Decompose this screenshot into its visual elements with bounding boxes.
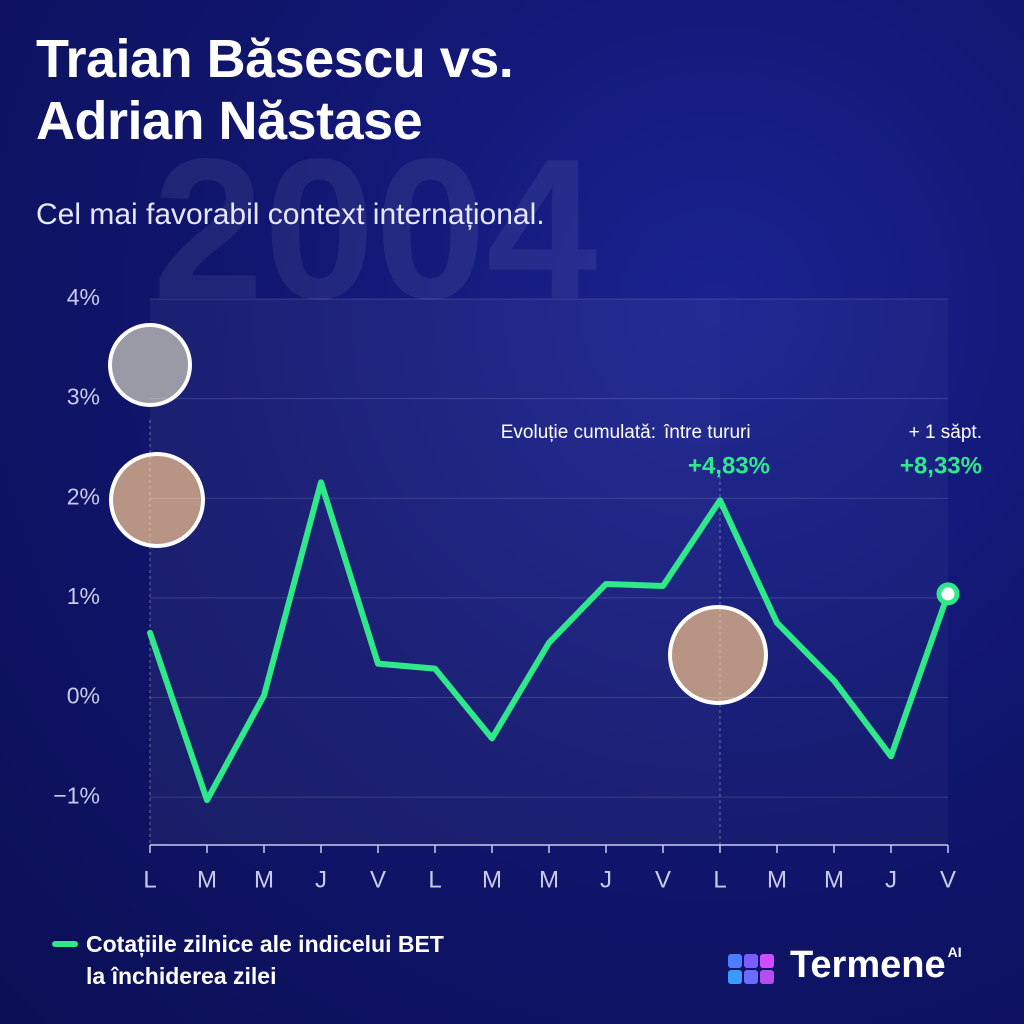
brand: Termene [790,944,946,986]
data-line [147,479,951,804]
x-tick-label: L [428,866,441,893]
y-tick-label: −1% [53,782,100,808]
portrait [668,605,768,705]
end-point [936,582,960,606]
y-tick-label: 4% [67,284,100,310]
x-tick-label: M [197,866,217,893]
annotation: între tururi [663,422,751,443]
brand-suffix: AI [947,944,962,960]
legend: Cotațiile zilnice ale indicelui BET la î… [52,928,466,992]
annotation: Evoluție cumulată: [501,422,656,443]
x-tick-label: V [655,866,671,893]
logo-icon [728,953,774,984]
x-tick-label: J [885,866,897,893]
x-tick-label: M [824,866,844,893]
x-tick-label: M [539,866,559,893]
legend-label: Cotațiile zilnice ale indicelui BET la î… [86,931,444,989]
x-tick-label: J [600,866,612,893]
subtitle: Cel mai favorabil context internațional. [36,198,545,231]
y-tick-label: 1% [67,583,100,609]
x-tick-label: L [713,866,726,893]
x-tick-label: J [315,866,327,893]
x-tick-label: M [482,866,502,893]
x-tick-label: M [767,866,787,893]
legend-swatch [52,941,78,947]
watermark: 2004 [153,118,598,341]
y-tick-label: 0% [67,683,100,709]
x-tick-label: V [370,866,386,893]
logo: Termene AI [726,944,962,987]
portrait [109,452,205,548]
x-tick-label: M [254,866,274,893]
title: Traian Băsescu vs. Adrian Năstase [36,29,514,151]
x-tick-label: L [143,866,156,893]
annotation: +4,83% [688,452,770,479]
annotation: +8,33% [900,452,982,479]
annotation: + 1 săpt. [909,422,982,443]
portrait [108,323,192,407]
period-shade [150,299,720,845]
y-tick-label: 3% [67,384,100,410]
y-tick-label: 2% [67,483,100,509]
x-tick-label: V [940,866,956,893]
